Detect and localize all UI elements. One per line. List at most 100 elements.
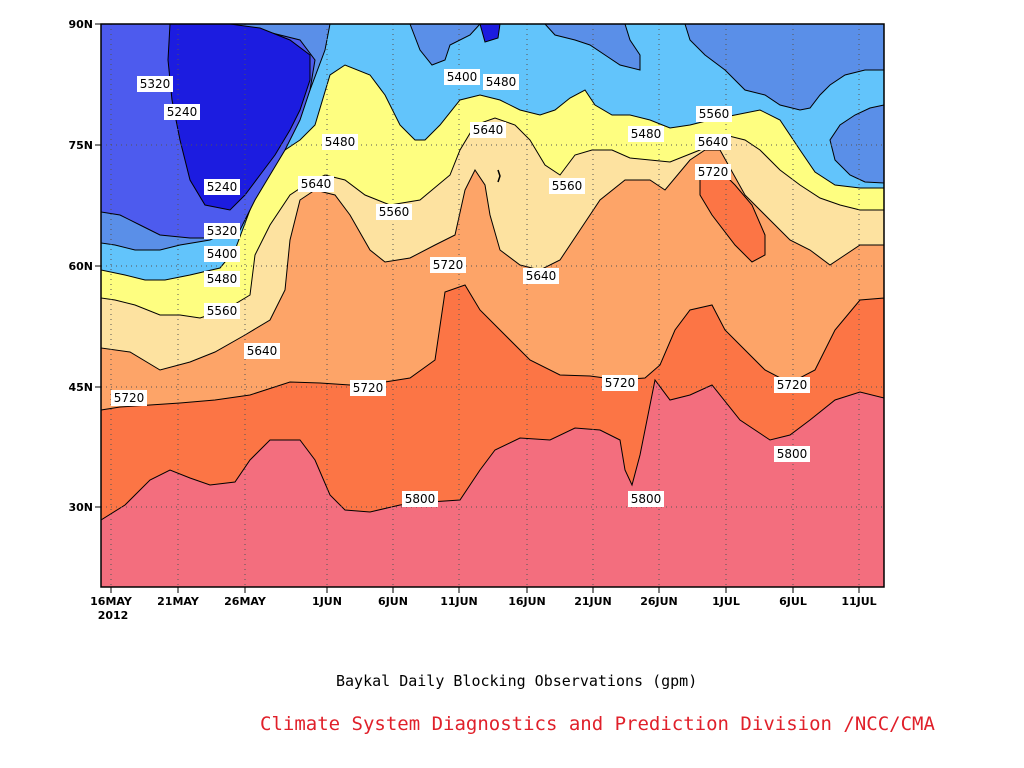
contour-label-box: [774, 377, 810, 393]
x-tick-label: 26MAY: [224, 595, 267, 608]
contour-label-box: [204, 303, 240, 319]
contour-label: 5640: [470, 122, 506, 138]
x-tick-label: 11JUL: [841, 595, 876, 608]
x-tick-label: 16MAY: [90, 595, 133, 608]
contour-label: 5480: [322, 134, 358, 150]
plot-frame: [100, 23, 885, 588]
contour-label-box: [137, 76, 173, 92]
contour-label: 5640: [244, 343, 280, 359]
contour-label-box: [204, 246, 240, 262]
contour-label: 5240: [204, 179, 240, 195]
x-tick-label: 6JUN: [378, 595, 408, 608]
contour-label-box: [444, 69, 480, 85]
contour-fragment: [497, 169, 501, 183]
contour-label-text: 5800: [405, 492, 436, 506]
x-tick-label: 11JUN: [440, 595, 478, 608]
contour-label: 5480: [483, 74, 519, 90]
x-tick-label: 21MAY: [157, 595, 200, 608]
contour-label-box: [376, 204, 412, 220]
contour-label-box: [549, 178, 585, 194]
contour-label: 5480: [204, 271, 240, 287]
contour-label-text: 5240: [207, 180, 238, 194]
contour-label-box: [774, 446, 810, 462]
contour-label: 5720: [602, 375, 638, 391]
contour-label: 5640: [298, 176, 334, 192]
grid-lines: [101, 24, 884, 587]
x-tick-label: 21JUN: [574, 595, 612, 608]
contour-label-text: 5640: [247, 344, 278, 358]
contour-label-box: [523, 268, 559, 284]
contour-label-text: 5720: [353, 381, 384, 395]
contour-label-text: 5400: [447, 70, 478, 84]
contour-label: 5720: [111, 390, 147, 406]
contour-label-box: [628, 491, 664, 507]
contour-label-text: 5800: [777, 447, 808, 461]
contour-label-text: 5720: [605, 376, 636, 390]
contour-label-text: 5320: [140, 77, 171, 91]
contour-label-box: [695, 164, 731, 180]
contour-label-text: 5240: [167, 105, 198, 119]
contour-label: 5800: [628, 491, 664, 507]
contour-label: 5720: [350, 380, 386, 396]
contour-label-box: [602, 375, 638, 391]
contour-label: 5560: [204, 303, 240, 319]
contour-label-text: 5640: [473, 123, 504, 137]
contour-label-text: 5640: [698, 135, 729, 149]
contour-label: 5720: [430, 257, 466, 273]
y-tick-label: 75N: [68, 139, 93, 152]
contour-label-text: 5480: [486, 75, 517, 89]
contour-label-box: [628, 126, 664, 142]
contour-label-box: [244, 343, 280, 359]
contour-label-text: 5560: [207, 304, 238, 318]
y-tick-label: 45N: [68, 381, 93, 394]
contour-labels: 5320 5240 5240 5320 5400 5480 5560 5640 5720 5480…: [111, 69, 810, 507]
contour-label-box: [111, 390, 147, 406]
contour-label: 5560: [549, 178, 585, 194]
x-tick-label: 1JUN: [312, 595, 342, 608]
x-tick-label: 26JUN: [640, 595, 678, 608]
contour-label: 5560: [696, 106, 732, 122]
y-tick-label: 60N: [68, 260, 93, 273]
contour-label: 5400: [204, 246, 240, 262]
contour-label-box: [204, 271, 240, 287]
contour-label-text: 5720: [114, 391, 145, 405]
contour-label-text: 5720: [777, 378, 808, 392]
y-tick-label: 90N: [68, 18, 93, 31]
contour-label-text: 5640: [526, 269, 557, 283]
contour-label-text: 5400: [207, 247, 238, 261]
contour-label-box: [402, 491, 438, 507]
contour-label-box: [204, 179, 240, 195]
contour-label: 5400: [444, 69, 480, 85]
contour-label-box: [470, 122, 506, 138]
chart-title: Baykal Daily Blocking Observations (gpm): [336, 672, 698, 690]
contour-label: 5480: [628, 126, 664, 142]
contour-label-text: 5720: [433, 258, 464, 272]
contour-label: 5800: [774, 446, 810, 462]
contour-label-text: 5560: [699, 107, 730, 121]
contour-label: 5800: [402, 491, 438, 507]
contour-label-text: 5720: [698, 165, 729, 179]
contour-label-box: [164, 104, 200, 120]
x-tick-label: 1JUL: [712, 595, 740, 608]
contour-label-text: 5480: [207, 272, 238, 286]
contour-label: 5640: [523, 268, 559, 284]
contour-label-box: [322, 134, 358, 150]
contour-label-text: 5560: [379, 205, 410, 219]
contour-label: 5320: [137, 76, 173, 92]
contour-label: 5560: [376, 204, 412, 220]
y-tick-label: 30N: [68, 501, 93, 514]
y-axis: 30N 45N 60N 75N 90N: [68, 18, 101, 514]
contour-label: 5240: [164, 104, 200, 120]
x-axis: 16MAY 21MAY 26MAY 1JUN 6JUN 11JUN 16JUN 21JUN 26…: [90, 587, 877, 622]
contour-label: 5720: [774, 377, 810, 393]
contour-label-text: 5320: [207, 224, 238, 238]
contour-fields: [100, 23, 885, 588]
contour-label-text: 5560: [552, 179, 583, 193]
contour-label-text: 5480: [325, 135, 356, 149]
contour-label: 5320: [204, 223, 240, 239]
contour-label-box: [695, 134, 731, 150]
contour-label-text: 5480: [631, 127, 662, 141]
x-year-label: 2012: [98, 609, 129, 622]
contour-label: 5720: [695, 164, 731, 180]
contour-label-box: [204, 223, 240, 239]
